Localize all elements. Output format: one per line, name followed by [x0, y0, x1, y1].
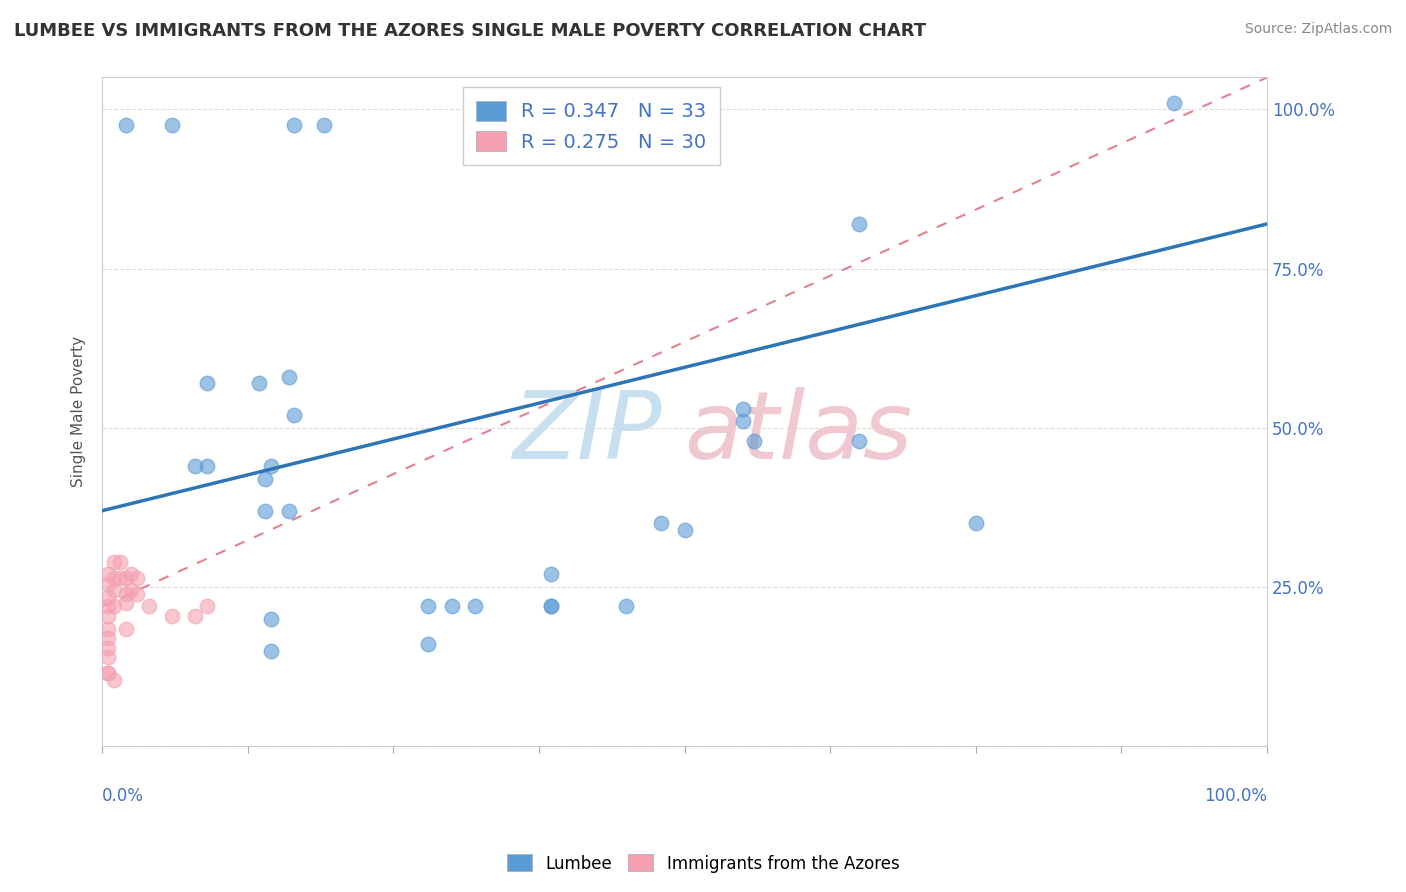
- Point: [120, 567, 142, 582]
- Point: [418, 599, 440, 614]
- Point: [184, 608, 207, 623]
- Point: [277, 370, 299, 384]
- Point: [540, 599, 562, 614]
- Point: [97, 666, 120, 681]
- Point: [97, 577, 120, 591]
- Point: [673, 523, 696, 537]
- Point: [97, 599, 120, 614]
- Point: [97, 631, 120, 645]
- Point: [108, 555, 131, 569]
- Point: [731, 415, 754, 429]
- Point: [160, 608, 183, 623]
- Point: [650, 516, 672, 531]
- Point: [283, 408, 305, 422]
- Text: 100.0%: 100.0%: [1204, 787, 1267, 805]
- Point: [260, 459, 283, 474]
- Point: [120, 583, 142, 598]
- Legend: Lumbee, Immigrants from the Azores: Lumbee, Immigrants from the Azores: [501, 847, 905, 880]
- Point: [260, 612, 283, 626]
- Text: atlas: atlas: [685, 386, 912, 477]
- Point: [97, 608, 120, 623]
- Text: 0.0%: 0.0%: [103, 787, 143, 805]
- Point: [114, 622, 136, 636]
- Point: [160, 118, 183, 132]
- Point: [1163, 95, 1185, 110]
- Point: [97, 622, 120, 636]
- Point: [103, 673, 125, 687]
- Point: [108, 571, 131, 585]
- Point: [114, 118, 136, 132]
- Point: [440, 599, 463, 614]
- Point: [127, 571, 149, 585]
- Point: [97, 640, 120, 655]
- Point: [540, 599, 562, 614]
- Point: [731, 401, 754, 416]
- Point: [127, 586, 149, 600]
- Point: [184, 459, 207, 474]
- Point: [97, 650, 120, 665]
- Point: [260, 644, 283, 658]
- Y-axis label: Single Male Poverty: Single Male Poverty: [72, 336, 86, 488]
- Point: [418, 638, 440, 652]
- Point: [103, 571, 125, 585]
- Point: [540, 567, 562, 582]
- Point: [744, 434, 766, 448]
- Text: Source: ZipAtlas.com: Source: ZipAtlas.com: [1244, 22, 1392, 37]
- Point: [195, 376, 218, 391]
- Point: [103, 555, 125, 569]
- Point: [312, 118, 335, 132]
- Point: [249, 376, 271, 391]
- Point: [848, 217, 870, 231]
- Point: [277, 504, 299, 518]
- Point: [848, 434, 870, 448]
- Point: [114, 596, 136, 610]
- Point: [103, 599, 125, 614]
- Text: ZIP: ZIP: [512, 386, 661, 477]
- Point: [965, 516, 987, 531]
- Point: [103, 583, 125, 598]
- Point: [195, 599, 218, 614]
- Legend: R = 0.347   N = 33, R = 0.275   N = 30: R = 0.347 N = 33, R = 0.275 N = 30: [463, 87, 720, 165]
- Point: [195, 459, 218, 474]
- Point: [97, 666, 120, 681]
- Point: [254, 504, 277, 518]
- Point: [254, 472, 277, 486]
- Point: [283, 118, 305, 132]
- Point: [114, 571, 136, 585]
- Point: [138, 599, 160, 614]
- Point: [97, 567, 120, 582]
- Point: [114, 586, 136, 600]
- Point: [464, 599, 486, 614]
- Text: LUMBEE VS IMMIGRANTS FROM THE AZORES SINGLE MALE POVERTY CORRELATION CHART: LUMBEE VS IMMIGRANTS FROM THE AZORES SIN…: [14, 22, 927, 40]
- Point: [97, 590, 120, 604]
- Point: [614, 599, 637, 614]
